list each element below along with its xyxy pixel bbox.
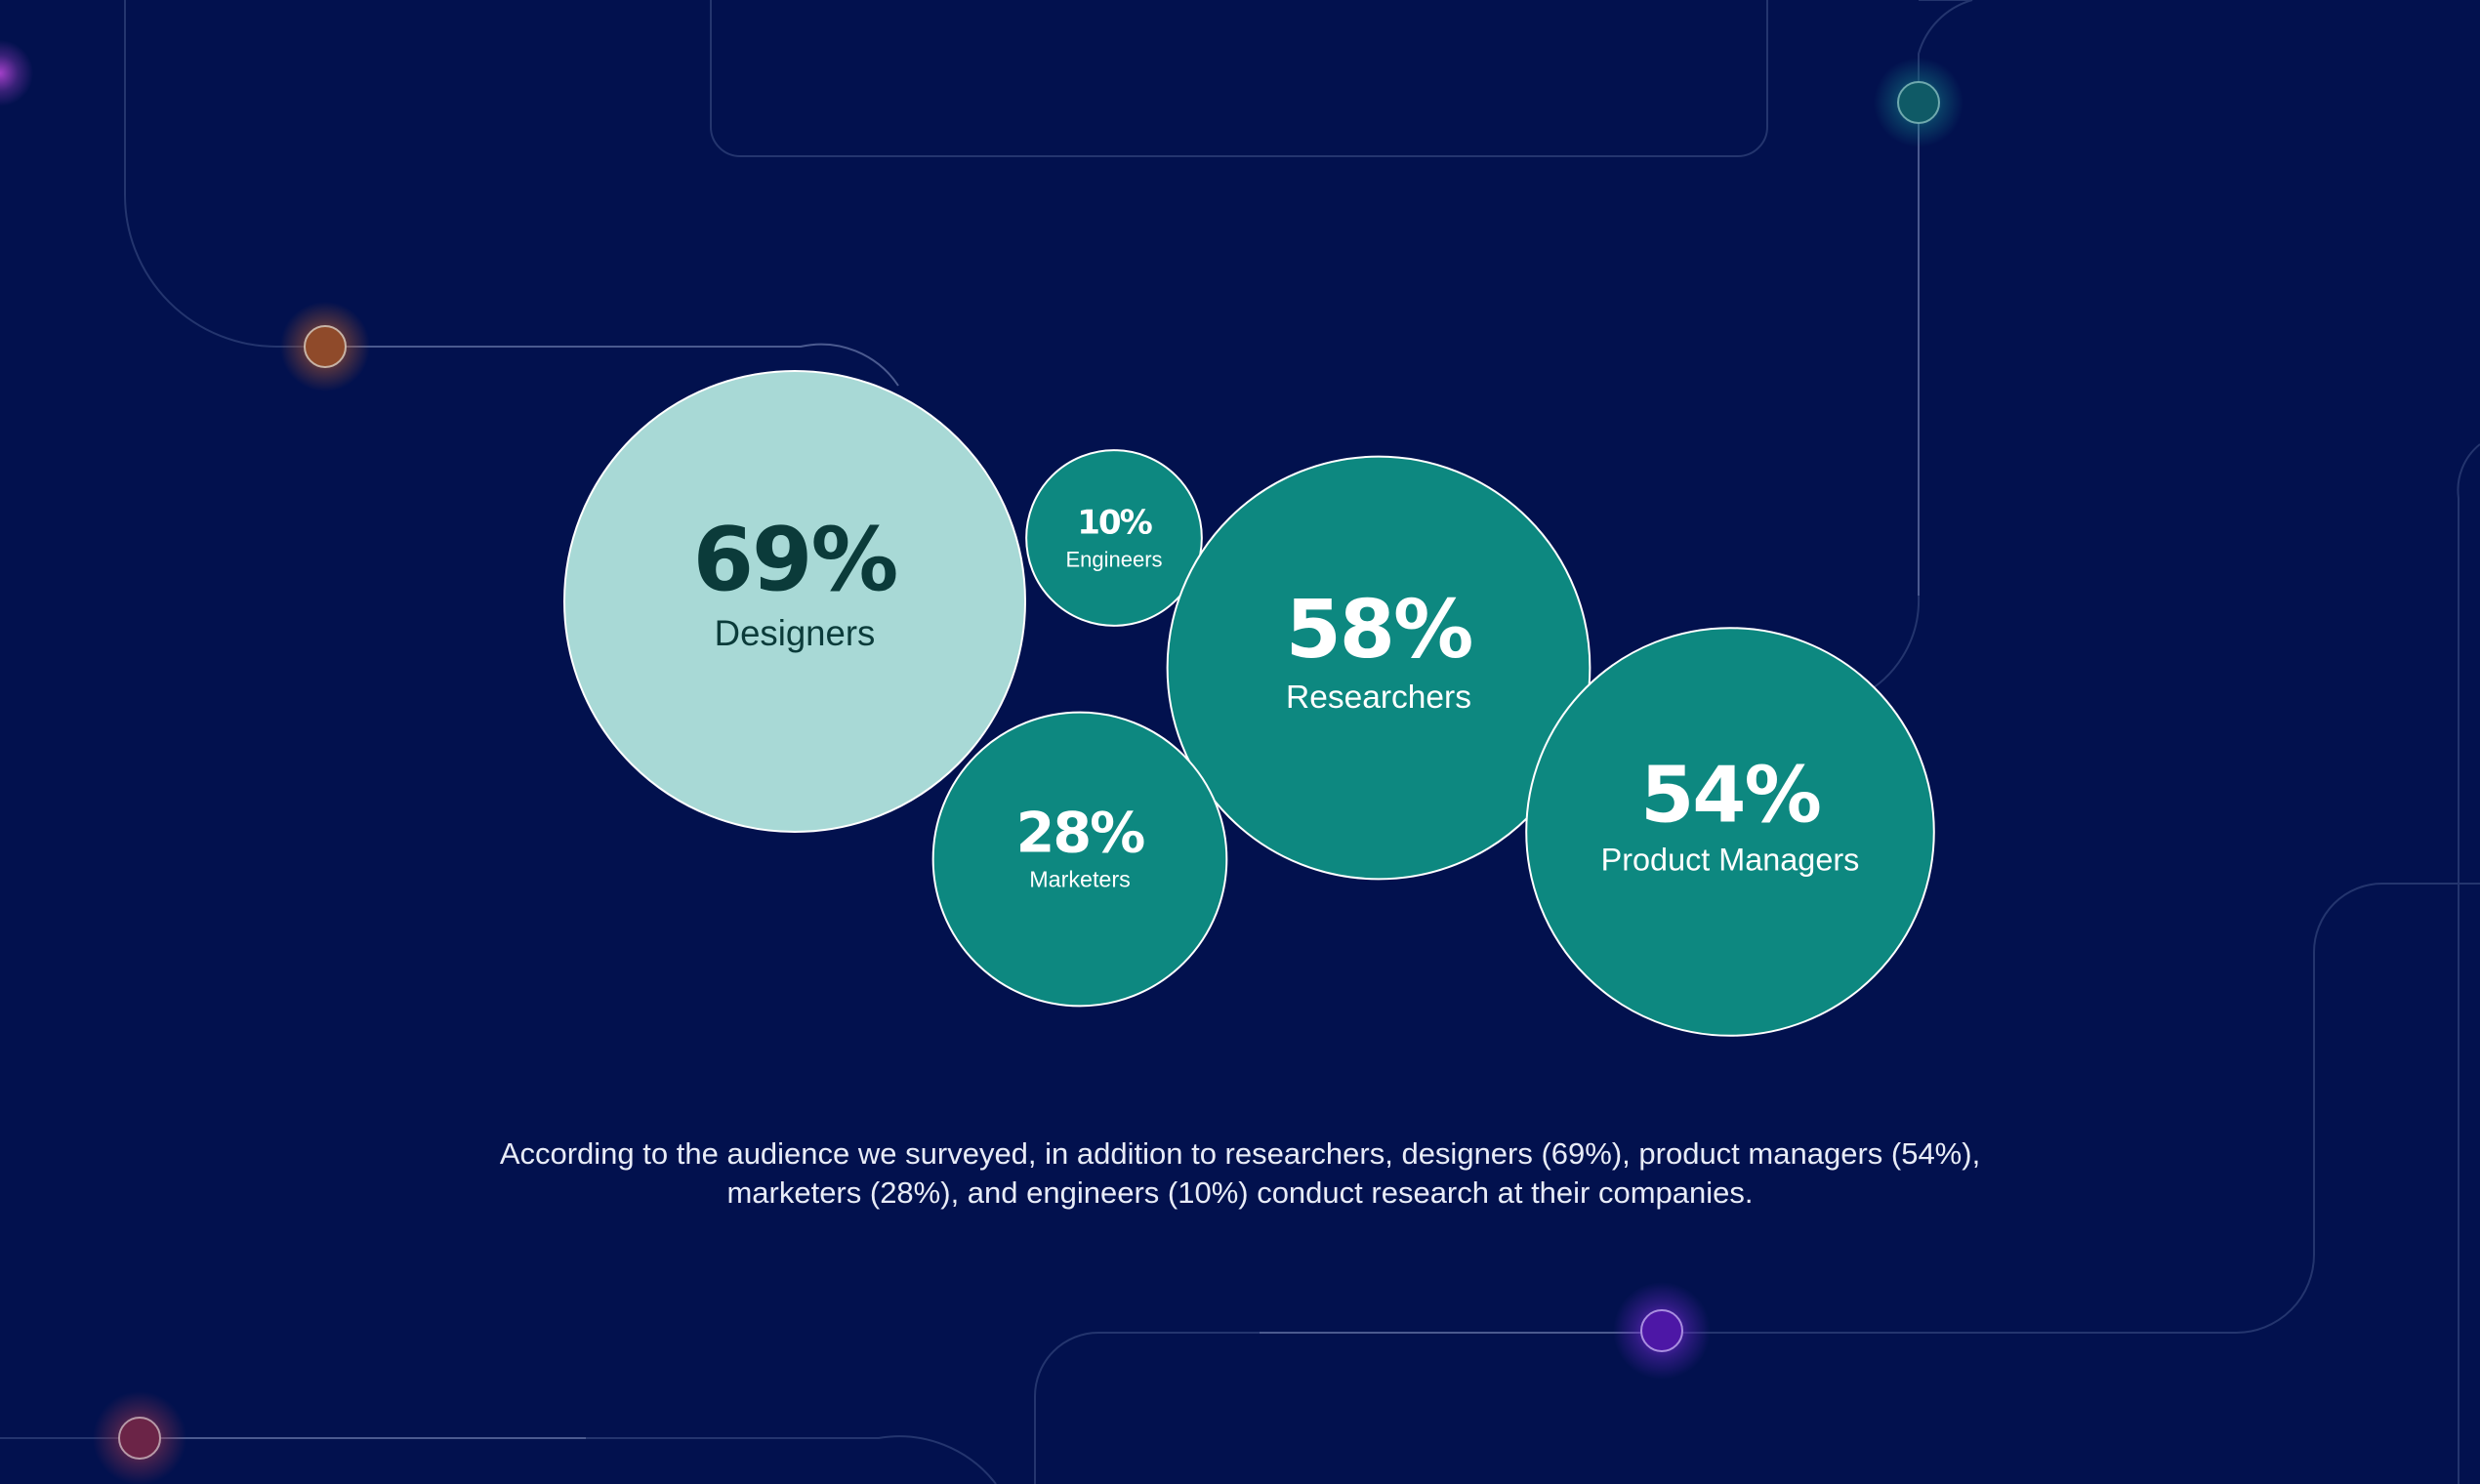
caption-line-2: marketers (28%), and engineers (10%) con… [726, 1175, 1754, 1210]
bubble-value-researchers: 58% [1286, 584, 1472, 677]
decor-line [1660, 883, 2480, 1334]
bubble-label-product-managers: Product Managers [1601, 843, 1860, 878]
decor-line [0, 1435, 997, 1484]
bubble-value-marketers: 28% [1016, 801, 1144, 865]
bubble-label-researchers: Researchers [1286, 680, 1471, 716]
bubble-circle-researchers [1166, 455, 1591, 881]
bubble-label-designers: Designers [715, 613, 876, 653]
decor-line [710, 0, 1768, 157]
bubble-marketers: 28%Marketers [931, 711, 1228, 1008]
bubble-designers: 69%Designers [563, 370, 1026, 833]
decor-line [342, 343, 899, 387]
bubble-value-engineers: 10% [1077, 504, 1152, 543]
bubble-value-product-managers: 54% [1640, 750, 1820, 841]
decor-line [1034, 1332, 1660, 1484]
decor-line [124, 0, 325, 348]
bubble-product-managers: 54%Product Managers [1525, 627, 1935, 1037]
bubble-label-marketers: Marketers [1029, 867, 1131, 892]
decor-line [2457, 443, 2480, 1484]
bubble-circle-engineers [1025, 449, 1203, 627]
glow-node-teal [1874, 58, 1963, 147]
glow-node-magenta [0, 40, 33, 106]
bubble-value-designers: 69% [693, 510, 897, 611]
bubble-circle-marketers [931, 711, 1228, 1008]
bubble-circle-designers [563, 370, 1026, 833]
glow-node-orange [280, 302, 370, 392]
bubble-circle-product-managers [1525, 627, 1935, 1037]
chart-caption: According to the audience we surveyed, i… [361, 1134, 2119, 1213]
bubble-researchers: 58%Researchers [1166, 455, 1591, 881]
caption-line-1: According to the audience we surveyed, i… [499, 1136, 1981, 1171]
glow-node-purple [1613, 1282, 1711, 1380]
glow-node-red [93, 1391, 186, 1484]
bubble-label-engineers: Engineers [1065, 548, 1162, 572]
decor-line [1918, 0, 1973, 103]
bubble-engineers: 10% Engineers [1025, 449, 1203, 627]
